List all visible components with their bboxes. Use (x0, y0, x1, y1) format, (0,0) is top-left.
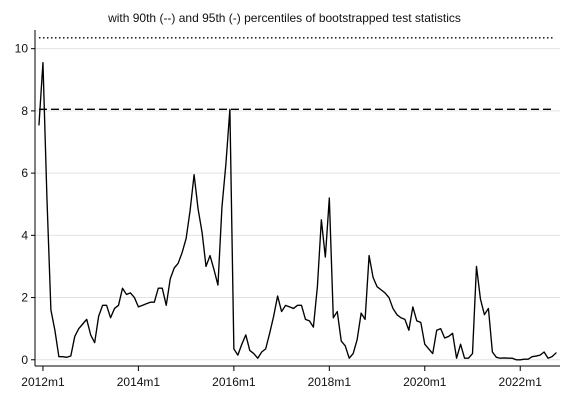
y-tick-label: 6 (21, 166, 28, 180)
x-tick-label: 2014m1 (117, 375, 161, 389)
chart-title: with 90th (--) and 95th (-) percentiles … (108, 11, 461, 25)
y-tick-label: 10 (15, 42, 29, 56)
x-tick-label: 2018m1 (308, 375, 352, 389)
y-tick-label: 2 (21, 291, 28, 305)
y-tick-label: 4 (21, 228, 28, 242)
x-tick-label: 2016m1 (212, 375, 256, 389)
y-tick-label: 8 (21, 104, 28, 118)
y-tick-label: 0 (21, 353, 28, 367)
x-tick-label: 2012m1 (21, 375, 65, 389)
x-tick-label: 2022m1 (499, 375, 543, 389)
x-tick-label: 2020m1 (403, 375, 447, 389)
test-statistic-line (38, 61, 557, 361)
